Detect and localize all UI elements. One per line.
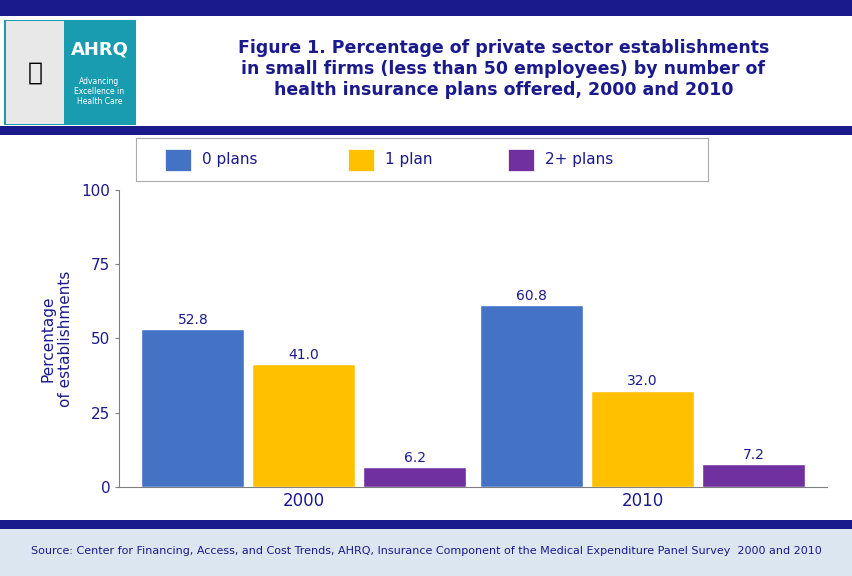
Bar (348, 149, 373, 170)
Text: 0 plans: 0 plans (202, 152, 257, 168)
Text: 1 plan: 1 plan (384, 152, 432, 168)
Text: 60.8: 60.8 (515, 289, 547, 303)
Text: Source: Center for Financing, Access, and Cost Trends, AHRQ, Insurance Component: Source: Center for Financing, Access, an… (31, 547, 821, 556)
Text: 2+ plans: 2+ plans (544, 152, 613, 168)
Bar (591, 392, 693, 487)
Bar (481, 306, 582, 487)
Bar (165, 149, 191, 170)
Text: Figure 1. Percentage of private sector establishments
in small firms (less than : Figure 1. Percentage of private sector e… (238, 39, 768, 99)
Bar (702, 465, 803, 487)
Text: 41.0: 41.0 (288, 347, 320, 362)
Text: 32.0: 32.0 (627, 374, 657, 388)
Bar (364, 468, 465, 487)
Y-axis label: Percentage
of establishments: Percentage of establishments (41, 270, 73, 407)
Text: 52.8: 52.8 (178, 313, 209, 327)
Bar (253, 365, 354, 487)
Text: 6.2: 6.2 (404, 451, 425, 465)
Text: 🦅: 🦅 (27, 60, 43, 85)
Bar (142, 330, 244, 487)
Text: AHRQ: AHRQ (71, 40, 129, 59)
Text: Advancing
Excellence in
Health Care: Advancing Excellence in Health Care (74, 77, 124, 107)
Bar (508, 149, 533, 170)
Text: 7.2: 7.2 (742, 448, 763, 462)
